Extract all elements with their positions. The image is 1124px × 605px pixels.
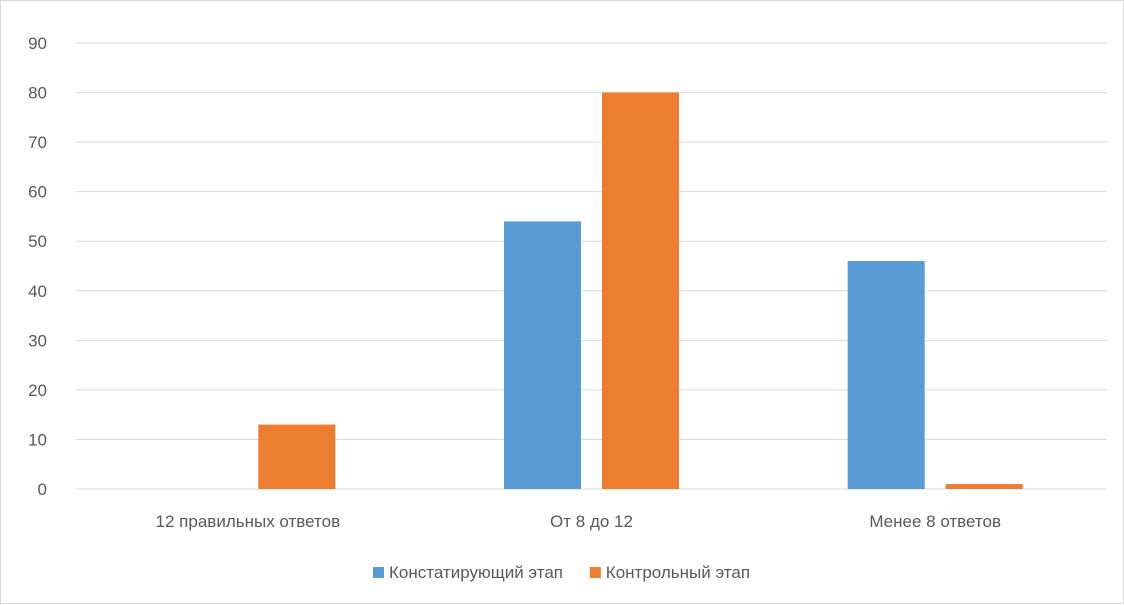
x-tick-label: 12 правильных ответов <box>156 512 341 531</box>
y-tick-label: 30 <box>28 331 47 350</box>
bar-series2-0 <box>258 424 336 489</box>
y-tick-label: 90 <box>28 34 47 53</box>
y-tick-label: 60 <box>28 183 47 202</box>
legend-label: Контрольный этап <box>606 563 750 582</box>
bar-series2-2 <box>945 484 1023 489</box>
bar-series1-1 <box>504 221 581 489</box>
legend-label: Констатирующий этап <box>389 563 563 582</box>
y-tick-label: 0 <box>38 480 47 499</box>
x-tick-label: От 8 до 12 <box>550 512 633 531</box>
y-tick-label: 50 <box>28 232 47 251</box>
y-tick-label: 40 <box>28 282 47 301</box>
legend-swatch <box>373 567 384 578</box>
x-tick-label: Менее 8 ответов <box>869 512 1001 531</box>
bar-series2-1 <box>602 92 679 490</box>
y-tick-label: 80 <box>28 84 47 103</box>
bar-series1-2 <box>847 261 925 489</box>
legend-swatch <box>589 567 601 578</box>
y-tick-label: 70 <box>28 133 47 152</box>
y-tick-label: 10 <box>28 430 47 449</box>
y-tick-label: 20 <box>28 381 47 400</box>
